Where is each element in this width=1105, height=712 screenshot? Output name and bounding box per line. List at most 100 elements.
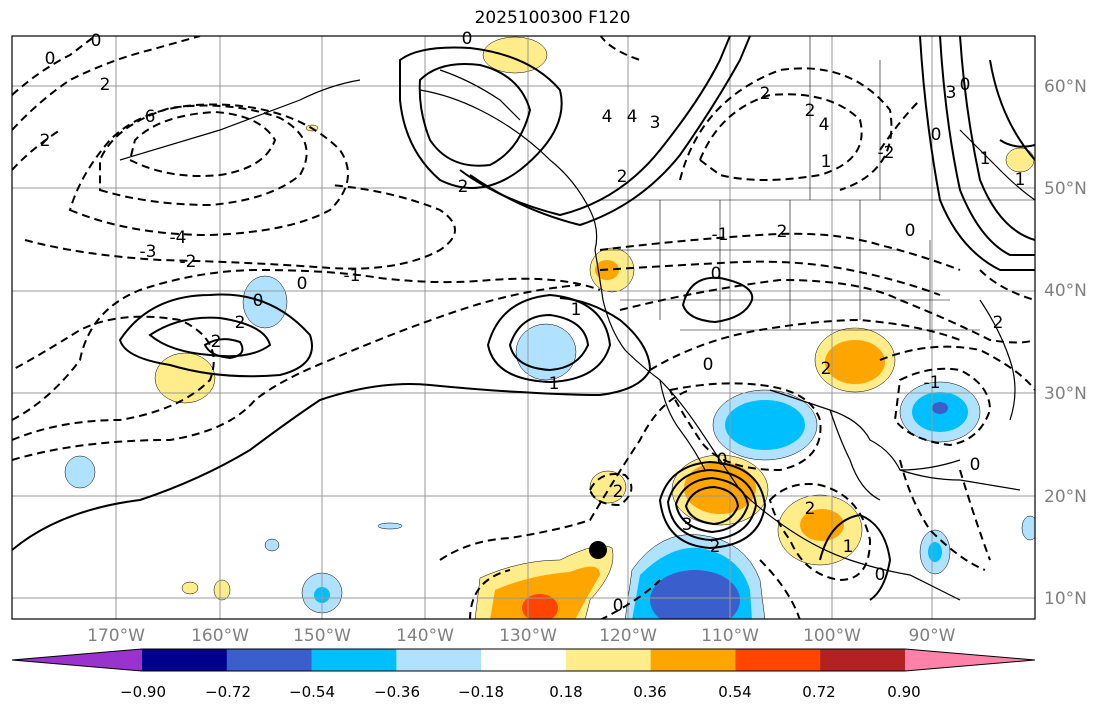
contour-label: -2 <box>878 143 895 163</box>
contour-label: 0 <box>970 455 981 475</box>
anomaly-blob <box>1005 147 1035 173</box>
colorbar-segment <box>226 649 313 671</box>
anomaly-blob <box>515 323 577 381</box>
contour-label: 0 <box>875 565 886 585</box>
contour-label: 0 <box>717 450 728 470</box>
colorbar-tick-label: 0.54 <box>718 683 752 701</box>
anomaly-blob <box>1021 515 1035 541</box>
anomaly-blob <box>154 352 216 404</box>
lon-label: 120°W <box>599 626 657 646</box>
colorbar-tick-label: −0.36 <box>374 683 420 701</box>
contour-label: 2 <box>100 75 111 95</box>
contour-label: -1 <box>924 373 941 393</box>
map-background <box>12 36 1035 619</box>
anomaly-blob <box>725 400 805 450</box>
dashed-contours <box>12 36 1035 619</box>
contour-label: 2 <box>760 84 771 104</box>
contour-label: 1 <box>821 152 832 172</box>
anomaly-blob <box>482 36 548 74</box>
colorbar-segment <box>735 649 821 671</box>
solid-contours <box>12 36 1035 601</box>
contour-label: 0 <box>613 596 624 616</box>
anomaly-blob <box>800 509 844 541</box>
anomaly-blob <box>825 340 885 384</box>
contour-label: 2 <box>993 313 1004 333</box>
lon-label: 170°W <box>87 626 145 646</box>
contour-label: 0 <box>960 75 971 95</box>
anomaly-blob <box>377 522 403 530</box>
lat-label: 60°N <box>1044 77 1087 97</box>
colorbar-outline <box>11 648 1036 672</box>
contour-label: 2 <box>613 482 624 502</box>
contour-label: 4 <box>627 107 638 127</box>
lon-label: 90°W <box>908 626 956 646</box>
contour-label: -1 <box>712 225 729 245</box>
contour-label: -3 <box>140 242 157 262</box>
anomaly-blob <box>928 542 942 562</box>
lat-label: 30°N <box>1044 384 1087 404</box>
contour-label: 2 <box>458 177 469 197</box>
colorbar-tick-label: −0.72 <box>205 683 251 701</box>
contour-label: 1 <box>549 374 560 394</box>
colorbar-tick-label: 0.18 <box>549 683 583 701</box>
contour-label: 3 <box>650 113 661 133</box>
anomaly-blob <box>181 581 199 595</box>
lon-label: 100°W <box>803 626 861 646</box>
lon-label: 130°W <box>499 626 557 646</box>
colorbar-segment <box>142 649 228 671</box>
anomaly-blob <box>64 455 96 489</box>
lon-label: 110°W <box>701 626 759 646</box>
contour-label: 2 <box>805 101 816 121</box>
colorbar-segment <box>820 649 906 671</box>
contour-label: -1 <box>344 266 361 286</box>
colorbar-segment <box>650 649 736 671</box>
colorbar <box>11 648 1036 672</box>
contour-label: 2 <box>211 332 222 352</box>
map-border <box>11 35 1036 620</box>
colorbar-segment <box>565 649 652 671</box>
contour-label: 0 <box>45 49 56 69</box>
contour-label: 1 <box>980 149 991 169</box>
map-title: 2025100300 F120 <box>474 8 631 28</box>
contour-label: 2 <box>777 222 788 242</box>
contour-label: 1 <box>843 537 854 557</box>
anomaly-blob <box>264 538 280 552</box>
lat-label: 20°N <box>1044 487 1087 507</box>
contour-label: 0 <box>703 355 714 375</box>
contour-label: 0 <box>297 274 308 294</box>
anomaly-blob <box>932 402 948 414</box>
contour-label: 6 <box>145 107 156 127</box>
contour-label: 2 <box>821 359 832 379</box>
colorbar-segment <box>396 649 482 671</box>
colorbar-extend-max <box>905 649 1035 671</box>
lon-label: 140°W <box>396 626 454 646</box>
contour-label: 0 <box>931 125 942 145</box>
lon-label: 150°W <box>293 626 351 646</box>
lat-label: 40°N <box>1044 281 1087 301</box>
contour-label: 2 <box>710 537 721 557</box>
storm-position-marker <box>589 541 607 559</box>
anomaly-blob <box>490 566 600 619</box>
colorbar-tick-label: −0.18 <box>458 683 504 701</box>
contour-label: 4 <box>819 115 830 135</box>
anomaly-blob <box>522 594 558 619</box>
lon-label: 160°W <box>191 626 249 646</box>
colorbar-tick-label: 0.90 <box>887 683 921 701</box>
contour-label: 2 <box>40 131 51 151</box>
contour-label: 2 <box>805 499 816 519</box>
contour-labels: 0 0 2 4 6 2 -3 -4 -2 0 -1 0 2 2 1 4 3 1 … <box>40 29 1026 616</box>
contour-label: 1 <box>1015 170 1026 190</box>
colorbar-tick-label: 0.72 <box>802 683 836 701</box>
colorbar-segment <box>311 649 397 671</box>
contour-label: 2 <box>235 313 246 333</box>
contour-label: 3 <box>682 515 693 535</box>
colorbar-extend-min <box>12 649 142 671</box>
contour-label: -2 <box>180 252 197 272</box>
contour-label: -4 <box>170 228 187 248</box>
colorbar-tick-label: −0.90 <box>120 683 166 701</box>
lat-label: 10°N <box>1044 589 1087 609</box>
contour-label: 0 <box>462 29 473 49</box>
lat-label: 50°N <box>1044 179 1087 199</box>
contour-label: 0 <box>905 221 916 241</box>
